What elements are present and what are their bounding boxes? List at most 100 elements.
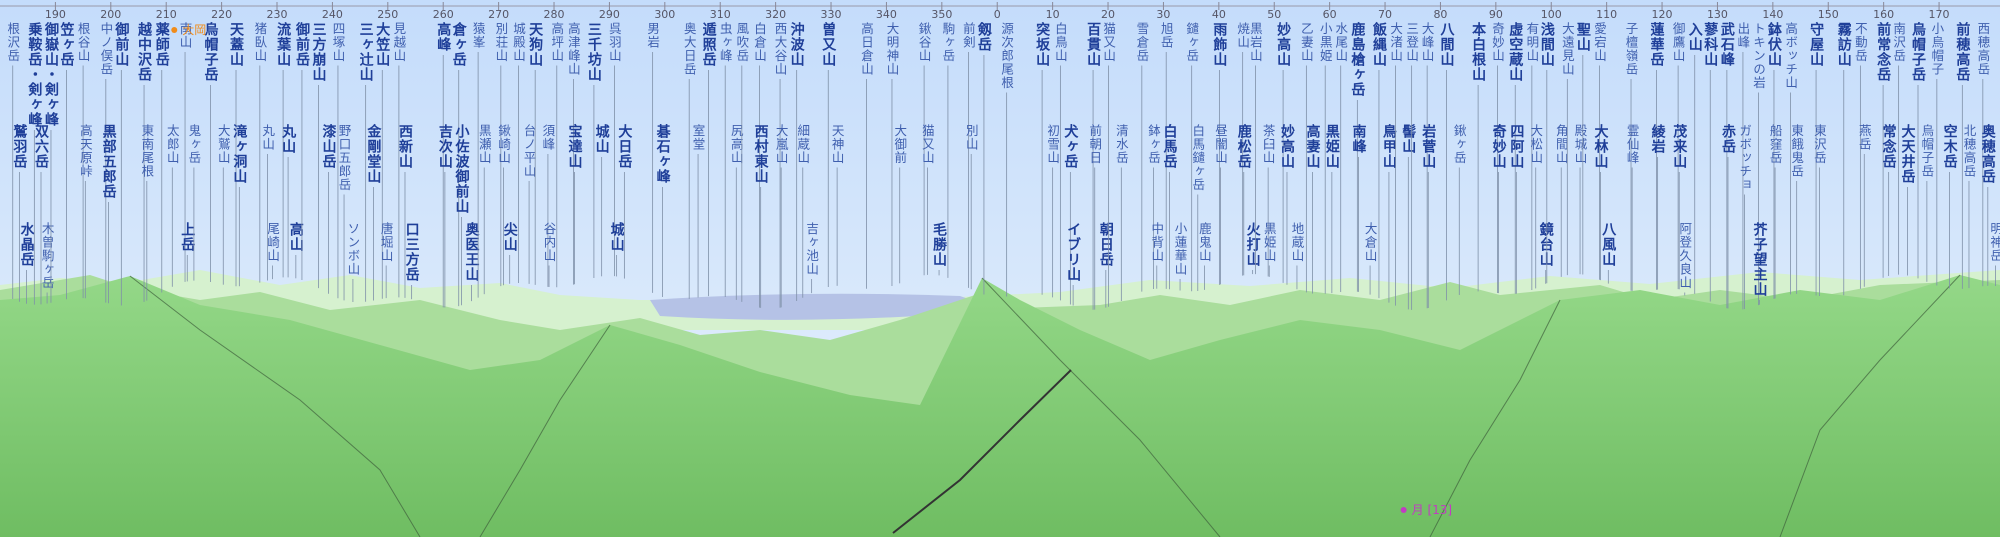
peak-label: 鳥甲山 (1381, 123, 1397, 169)
peak-label: 尻高山 (729, 124, 744, 165)
peak-label: 焼山 (1235, 22, 1250, 49)
peak-label: 西穂高岳 (1975, 22, 1990, 76)
x-tick-label: 290 (599, 8, 620, 21)
peak-label: 武石峰 (1719, 21, 1736, 67)
peak-label: 浅間山 (1539, 21, 1555, 67)
x-tick-label: 160 (1873, 8, 1894, 21)
peak-label: 有明山 (1524, 22, 1539, 63)
peak-label: 北穂高岳 (1961, 124, 1976, 178)
peak-label: 蓼科山 (1702, 21, 1719, 67)
x-tick-label: 40 (1212, 8, 1226, 21)
peak-label: 根沢岳 (5, 22, 20, 63)
lake (650, 293, 1000, 320)
peak-label: 蓮華岳 (1649, 21, 1665, 67)
peak-label: 木曽駒ヶ岳 (40, 222, 55, 290)
peak-label: 雪倉岳 (1134, 22, 1149, 63)
x-tick-label: 120 (1652, 8, 1673, 21)
peak-label: 御前岳 (294, 21, 311, 67)
peak-label: 太郎山 (165, 123, 180, 165)
peak-label: 聖山 (1575, 21, 1591, 52)
peak-label: 猫又山 (920, 124, 935, 165)
x-tick-label: 190 (45, 8, 66, 21)
peak-label: 黒部五郎岳 (101, 124, 117, 199)
peak-label: 風吹岳 (734, 22, 749, 63)
peak-label: 室堂 (691, 123, 706, 151)
peak-label: 鍬崎山 (496, 123, 511, 165)
peak-label: 乙妻山 (1299, 22, 1314, 63)
peak-label: ガボッチョ (1737, 124, 1752, 192)
peak-label: 前朝日 (1087, 123, 1102, 165)
peak-label: 呉羽山 (607, 22, 622, 63)
peak-label: 妙高山 (1275, 21, 1291, 67)
peak-label: 中背山 (1149, 221, 1164, 263)
peak-label: 奥穂高岳 (1980, 123, 1996, 184)
peak-label: 中ノ俣岳 (98, 21, 113, 76)
x-tick-label: 330 (821, 8, 842, 21)
x-tick-label: 260 (433, 8, 454, 21)
x-tick-label: 60 (1323, 8, 1337, 21)
peak-label: 源次郎尾根 (999, 22, 1014, 90)
peak-label: 駒ヶ岳 (940, 22, 955, 63)
peak-label: 船窪岳 (1768, 124, 1783, 165)
peak-label: 大遠見山 (1560, 22, 1575, 76)
x-tick-label: 30 (1156, 8, 1170, 21)
peak-label: 不動岳 (1853, 22, 1868, 63)
x-tick-label: 140 (1762, 8, 1783, 21)
peak-label: 本白根山 (1470, 21, 1486, 82)
x-tick-label: 70 (1378, 8, 1392, 21)
peak-label: 小蓮華山 (1173, 222, 1188, 276)
x-tick-label: 220 (211, 8, 232, 21)
peak-label: 根谷山 (76, 22, 91, 63)
peak-label: 曽又山 (820, 21, 836, 67)
peak-label: 鍬ヶ岳 (1452, 123, 1467, 165)
peak-label: 空木岳 (1942, 123, 1959, 169)
annotation: 大岡 (182, 23, 206, 37)
peak-label: 丸山 (260, 124, 275, 151)
x-tick-label: 210 (156, 8, 177, 21)
peak-label: 昼闇山 (1213, 124, 1228, 165)
peak-label: 朝日岳 (1098, 221, 1114, 267)
peak-label: 水晶岳 (19, 221, 35, 267)
peak-label: 虫ヶ峰 (718, 22, 733, 63)
peak-label: 南沢岳 (1891, 21, 1906, 63)
x-tick-label: 130 (1707, 8, 1728, 21)
peak-label: 南山 (178, 21, 193, 49)
x-tick-label: 100 (1541, 8, 1562, 21)
peak-label: 御嶽山・剣ヶ峰 (43, 21, 60, 127)
peak-label: 御前山 (113, 21, 130, 67)
x-tick-label: 250 (377, 8, 398, 21)
peak-label: 岩菅山 (1420, 123, 1437, 169)
peak-label: 唐堀山 (379, 221, 394, 263)
peak-label: 鑓ヶ岳 (1184, 21, 1199, 63)
peak-label: 谷内山 (542, 222, 557, 263)
peak-label: 漆山岳 (321, 123, 337, 169)
peak-label: 高山 (288, 221, 304, 252)
peak-label: 地蔵山 (1289, 222, 1304, 263)
peak-label: 霊仙峰 (1625, 124, 1640, 165)
peak-label: 黒姫山 (1324, 124, 1340, 169)
peak-label: 烏帽子岳 (203, 21, 219, 82)
peak-label: 倉ヶ岳 (451, 21, 468, 67)
peak-label: 東南尾根 (139, 124, 154, 178)
peak-label: 茂来山 (1671, 123, 1688, 169)
peak-label: 薬師岳 (154, 21, 170, 67)
peak-label: 別山 (964, 124, 979, 151)
peak-label: 西大谷山 (773, 22, 788, 76)
peak-label: 高ボッチ山 (1783, 21, 1798, 90)
peak-label: 大笠山 (374, 21, 391, 67)
peak-label: 高津峰山 (566, 21, 581, 76)
annotation-marker (1400, 507, 1407, 513)
peak-label: 前穂高岳 (1954, 21, 1970, 82)
peak-label: 金剛堂山 (365, 123, 382, 184)
peak-label: 剱岳 (976, 21, 993, 52)
peak-label: 鹿鬼山 (1197, 221, 1212, 263)
peak-label: 角間山 (1554, 124, 1569, 165)
peak-label: 細蔵山 (795, 124, 810, 165)
peak-label: 白馬岳 (1162, 123, 1178, 169)
x-tick-label: 170 (1929, 8, 1950, 21)
peak-label: 大林山 (1593, 123, 1609, 169)
x-tick-label: 300 (654, 8, 675, 21)
peak-label: 初雪山 (1045, 124, 1060, 165)
